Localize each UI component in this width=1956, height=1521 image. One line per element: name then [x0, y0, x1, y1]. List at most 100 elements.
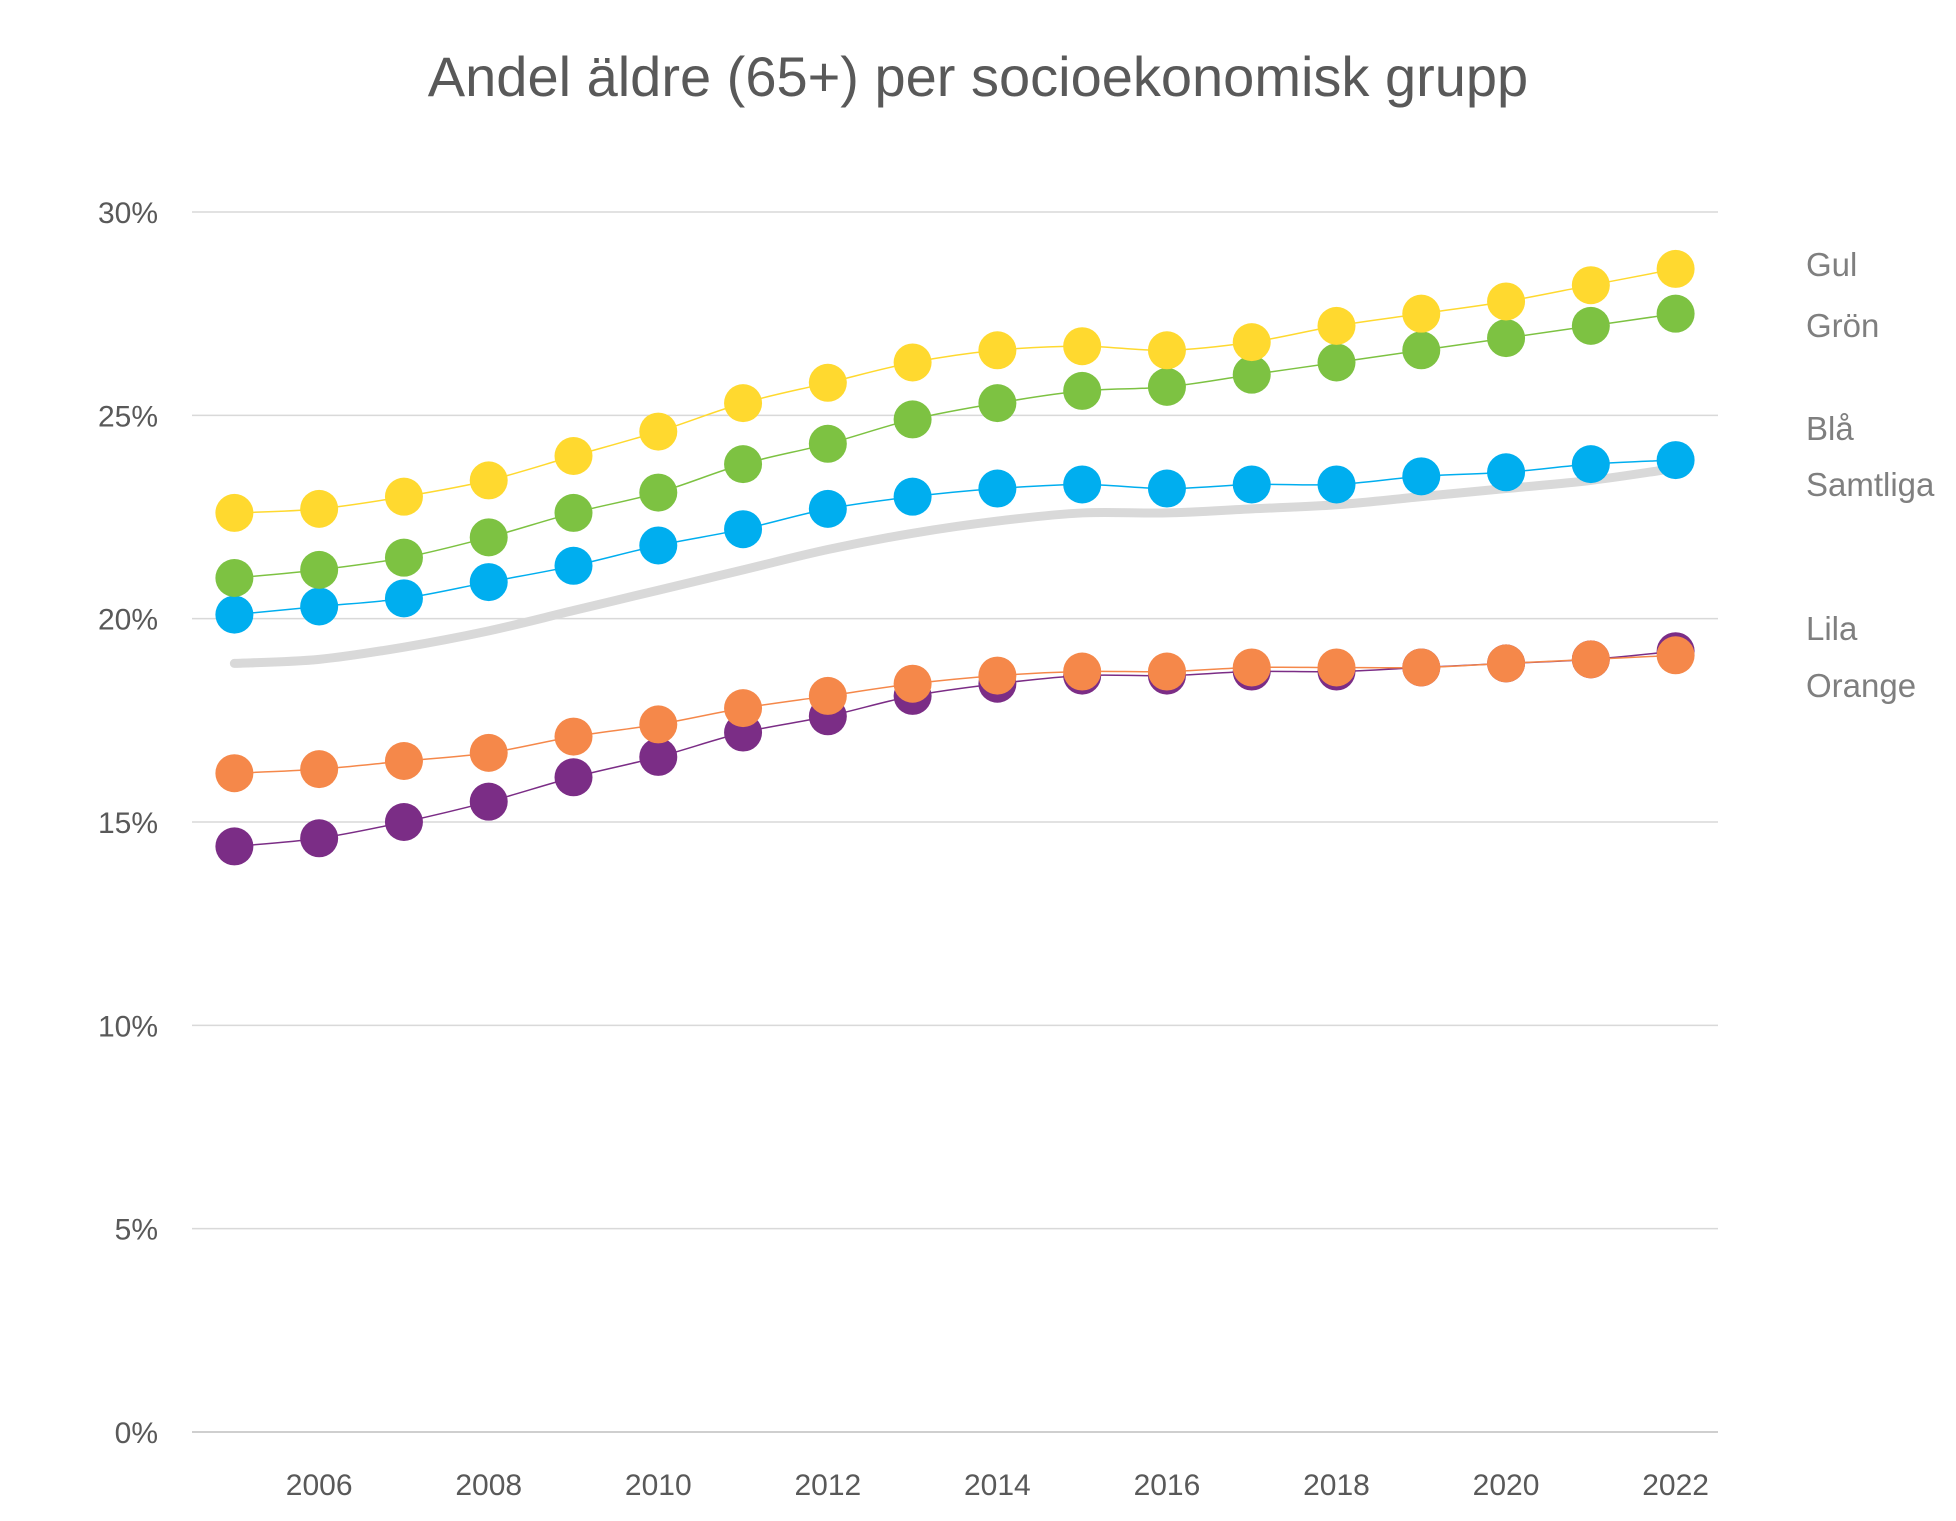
y-tick-label: 15%: [98, 807, 158, 840]
data-point: [1317, 648, 1356, 687]
data-point: [1317, 465, 1356, 504]
data-point: [724, 384, 763, 423]
data-point: [1571, 266, 1610, 305]
chart-title: Andel äldre (65+) per socioekonomisk gru…: [427, 45, 1529, 108]
x-tick-label: 2008: [455, 1469, 522, 1502]
data-point: [978, 384, 1017, 423]
data-point: [300, 550, 339, 589]
data-point: [554, 437, 593, 475]
data-point: [469, 733, 508, 772]
data-point: [554, 493, 593, 532]
data-point: [893, 400, 932, 439]
data-point: [1656, 441, 1695, 480]
data-point: [1487, 453, 1526, 492]
data-point: [639, 473, 678, 512]
data-point: [1402, 648, 1441, 687]
data-point: [1571, 640, 1610, 679]
series-label-grön: Grön: [1806, 307, 1879, 344]
data-point: [1487, 319, 1526, 358]
data-point: [639, 705, 678, 744]
series-line: [234, 459, 1676, 616]
x-tick-label: 2006: [286, 1469, 353, 1502]
data-point: [1402, 331, 1441, 370]
series-label-gul: Gul: [1806, 246, 1857, 283]
data-point: [1656, 294, 1695, 333]
data-point: [1063, 371, 1102, 410]
data-point: [300, 819, 339, 858]
series-label-lila: Lila: [1806, 610, 1858, 647]
x-tick-label: 2010: [625, 1469, 692, 1502]
data-point: [300, 750, 339, 789]
data-point: [469, 461, 508, 500]
data-point: [215, 754, 254, 793]
data-point: [1402, 457, 1441, 496]
data-point: [808, 424, 847, 463]
data-point: [1487, 282, 1526, 321]
series-label-orange: Orange: [1806, 667, 1916, 704]
data-point: [215, 559, 254, 597]
series-label-blå: Blå: [1806, 410, 1854, 447]
data-point: [1571, 445, 1610, 484]
series-layer: [215, 249, 1695, 866]
axis-layer: 0% 5% 10% 15% 20% 25% 30% 2006 2008 2010 2012 2014 2…: [98, 197, 1709, 1502]
series-line: [234, 268, 1676, 514]
y-tick-label: 30%: [98, 197, 158, 230]
data-point: [1232, 323, 1271, 362]
data-point: [1147, 652, 1186, 691]
data-point: [1147, 331, 1186, 370]
data-point: [893, 664, 932, 703]
data-point: [384, 477, 423, 516]
data-point: [384, 742, 423, 780]
data-point: [469, 518, 508, 557]
data-point: [1147, 469, 1186, 508]
data-point: [469, 782, 508, 821]
data-point: [1656, 249, 1695, 288]
x-tick-label: 2014: [964, 1469, 1031, 1502]
x-tick-label: 2012: [794, 1469, 861, 1502]
x-tick-label: 2020: [1473, 1469, 1540, 1502]
data-point: [639, 526, 678, 565]
data-point: [554, 758, 593, 797]
data-point: [469, 563, 508, 602]
data-point: [1487, 644, 1526, 683]
y-tick-label: 25%: [98, 400, 158, 433]
series-line: [229, 463, 1681, 668]
data-point: [384, 538, 423, 577]
data-point: [1147, 367, 1186, 406]
series-line: [234, 312, 1676, 579]
data-point: [893, 343, 932, 382]
data-point: [554, 546, 593, 585]
series-lila: [215, 632, 1695, 866]
data-point: [639, 737, 678, 776]
data-point: [384, 579, 423, 618]
data-point: [1063, 465, 1102, 504]
data-point: [300, 587, 339, 626]
data-point: [978, 331, 1017, 370]
data-point: [215, 595, 254, 634]
y-tick-label: 0%: [115, 1417, 158, 1450]
x-tick-label: 2022: [1642, 1469, 1709, 1502]
data-point: [1317, 343, 1356, 382]
data-point: [384, 803, 423, 841]
data-point: [808, 363, 847, 402]
data-point: [1317, 306, 1356, 345]
data-point: [808, 676, 847, 715]
y-tick-label: 5%: [115, 1214, 158, 1247]
data-point: [215, 827, 254, 866]
series-label-layer: Gul Grön Blå Samtliga Lila Orange: [1806, 246, 1935, 704]
data-point: [893, 477, 932, 516]
grid-layer: [192, 211, 1718, 1433]
data-point: [724, 510, 763, 549]
data-point: [808, 489, 847, 528]
series-gul: [215, 249, 1695, 532]
series-orange: [215, 636, 1695, 793]
data-point: [1656, 636, 1695, 675]
data-point: [978, 656, 1017, 695]
series-grön: [215, 294, 1695, 597]
data-point: [1232, 355, 1271, 394]
data-point: [1063, 652, 1102, 691]
data-point: [1232, 648, 1271, 687]
series-line: [234, 650, 1676, 848]
